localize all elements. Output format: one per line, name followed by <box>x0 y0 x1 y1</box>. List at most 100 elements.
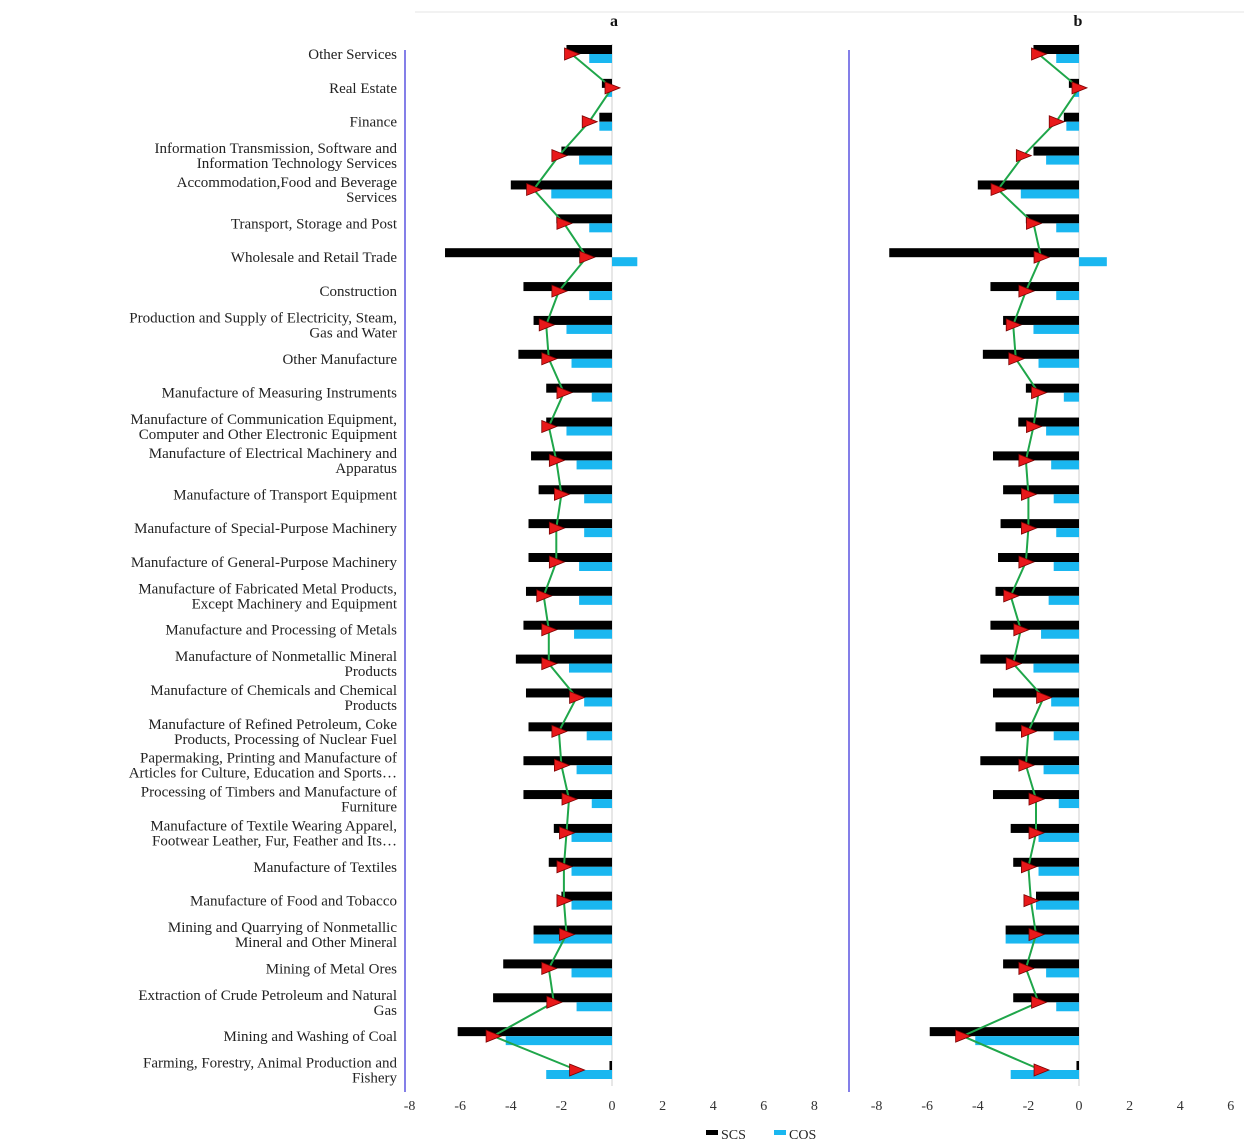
bar-cos <box>584 528 612 538</box>
bar-cos <box>1035 900 1079 910</box>
trend-marker <box>1031 47 1048 61</box>
category-label: Furniture <box>341 800 397 816</box>
trend-marker <box>1008 352 1025 366</box>
bar-scs <box>1003 959 1079 969</box>
bar-cos <box>1038 866 1079 876</box>
trend-marker <box>1026 216 1043 230</box>
bar-cos <box>612 257 638 267</box>
category-label: Manufacture of Nonmetallic Mineral <box>175 649 397 665</box>
trend-marker <box>990 182 1008 197</box>
bar-scs <box>566 45 612 54</box>
bar-scs <box>538 485 612 495</box>
x-tick-label: -8 <box>404 1099 416 1114</box>
category-label: Manufacture of Electrical Machinery and <box>149 446 398 462</box>
trend-marker <box>556 894 574 908</box>
category-label: Computer and Other Electronic Equipment <box>139 427 398 443</box>
x-tick-label: 2 <box>659 1099 666 1114</box>
trend-marker <box>1018 284 1035 298</box>
category-label: Finance <box>350 115 398 131</box>
bar-cos <box>576 765 612 775</box>
trend-marker <box>1021 521 1038 535</box>
bar-scs <box>548 857 612 867</box>
x-tick-label: -8 <box>871 1099 883 1114</box>
bar-scs <box>1005 925 1079 935</box>
trend-marker <box>556 386 574 400</box>
bar-cos <box>1048 595 1079 605</box>
bar-scs <box>982 349 1079 359</box>
bar-scs <box>523 282 612 292</box>
bar-scs <box>525 586 612 596</box>
category-label: Manufacture of Textile Wearing Apparel, <box>150 818 397 834</box>
bar-cos <box>1020 189 1079 199</box>
bar-cos <box>1038 832 1079 842</box>
bar-scs <box>518 349 612 359</box>
bar-cos <box>1063 392 1079 402</box>
bar-scs <box>1010 823 1079 833</box>
bar-cos <box>579 595 612 605</box>
trend-marker <box>559 927 576 942</box>
bar-cos <box>586 731 612 741</box>
bar-scs <box>1025 383 1079 393</box>
bar-cos <box>1056 528 1079 538</box>
trend-marker <box>559 826 576 840</box>
trend-marker <box>485 1029 503 1043</box>
trend-marker <box>1018 758 1035 772</box>
trend-marker <box>1018 961 1035 975</box>
bar-scs <box>995 722 1079 732</box>
bar-cos <box>576 460 612 470</box>
category-label: Products, Processing of Nuclear Fuel <box>174 732 397 748</box>
category-label: Mining and Quarrying of Nonmetallic <box>168 920 397 936</box>
bar-scs <box>1063 112 1079 122</box>
category-label: Manufacture of General-Purpose Machinery <box>131 555 398 571</box>
bar-cos <box>568 663 612 673</box>
bar-cos <box>579 155 612 165</box>
bar-cos <box>571 832 612 842</box>
bar-cos <box>1041 629 1079 639</box>
trend-marker <box>569 1063 586 1077</box>
bar-scs <box>546 417 612 427</box>
trend-marker <box>1013 623 1030 637</box>
bar-cos <box>1051 460 1079 470</box>
bar-cos <box>571 866 612 876</box>
category-label: Transport, Storage and Post <box>231 216 398 232</box>
bar-scs <box>528 553 612 562</box>
category-label: Manufacture of Transport Equipment <box>173 487 398 503</box>
bar-scs <box>457 1027 612 1037</box>
category-label: Gas and Water <box>309 325 397 341</box>
category-label: Footwear Leather, Fur, Feather and Its… <box>152 833 397 849</box>
trend-marker <box>548 453 566 467</box>
category-label: Manufacture of Food and Tobacco <box>190 894 397 910</box>
x-tick-label: -2 <box>556 1099 568 1114</box>
trend-marker <box>1028 792 1046 806</box>
category-label: Real Estate <box>329 81 397 97</box>
bar-scs <box>510 180 612 190</box>
bar-cos <box>1056 291 1079 301</box>
x-tick-label: 0 <box>1076 1099 1083 1114</box>
legend-label: SCS <box>721 1128 746 1143</box>
trend-marker <box>541 657 558 671</box>
bar-scs <box>992 790 1079 800</box>
bar-cos <box>1033 324 1079 334</box>
bar-cos <box>1043 765 1079 775</box>
category-label: Manufacture of Chemicals and Chemical <box>150 683 397 699</box>
bar-scs <box>980 654 1079 664</box>
bar-scs <box>531 451 612 461</box>
category-label: Production and Supply of Electricity, St… <box>129 310 397 326</box>
category-label: Papermaking, Printing and Manufacture of <box>140 751 397 767</box>
trend-marker <box>546 995 563 1009</box>
bar-cos <box>1053 494 1079 504</box>
bar-cos <box>579 562 612 571</box>
category-label: Construction <box>320 284 398 300</box>
bar-cos <box>551 189 612 199</box>
trend-marker <box>581 115 599 129</box>
bar-cos <box>574 629 612 639</box>
panel-a: a -8 -6 -4 -2 0 2 4 6 8 <box>404 13 818 1114</box>
bar-scs <box>990 620 1079 630</box>
category-label: Wholesale and Retail Trade <box>231 250 398 266</box>
trend-marker <box>551 724 568 738</box>
bar-cos <box>1066 121 1079 131</box>
bar-scs <box>929 1027 1079 1037</box>
trend-marker <box>554 758 571 772</box>
panel-title: b <box>1074 13 1083 30</box>
bar-scs <box>1003 315 1079 325</box>
